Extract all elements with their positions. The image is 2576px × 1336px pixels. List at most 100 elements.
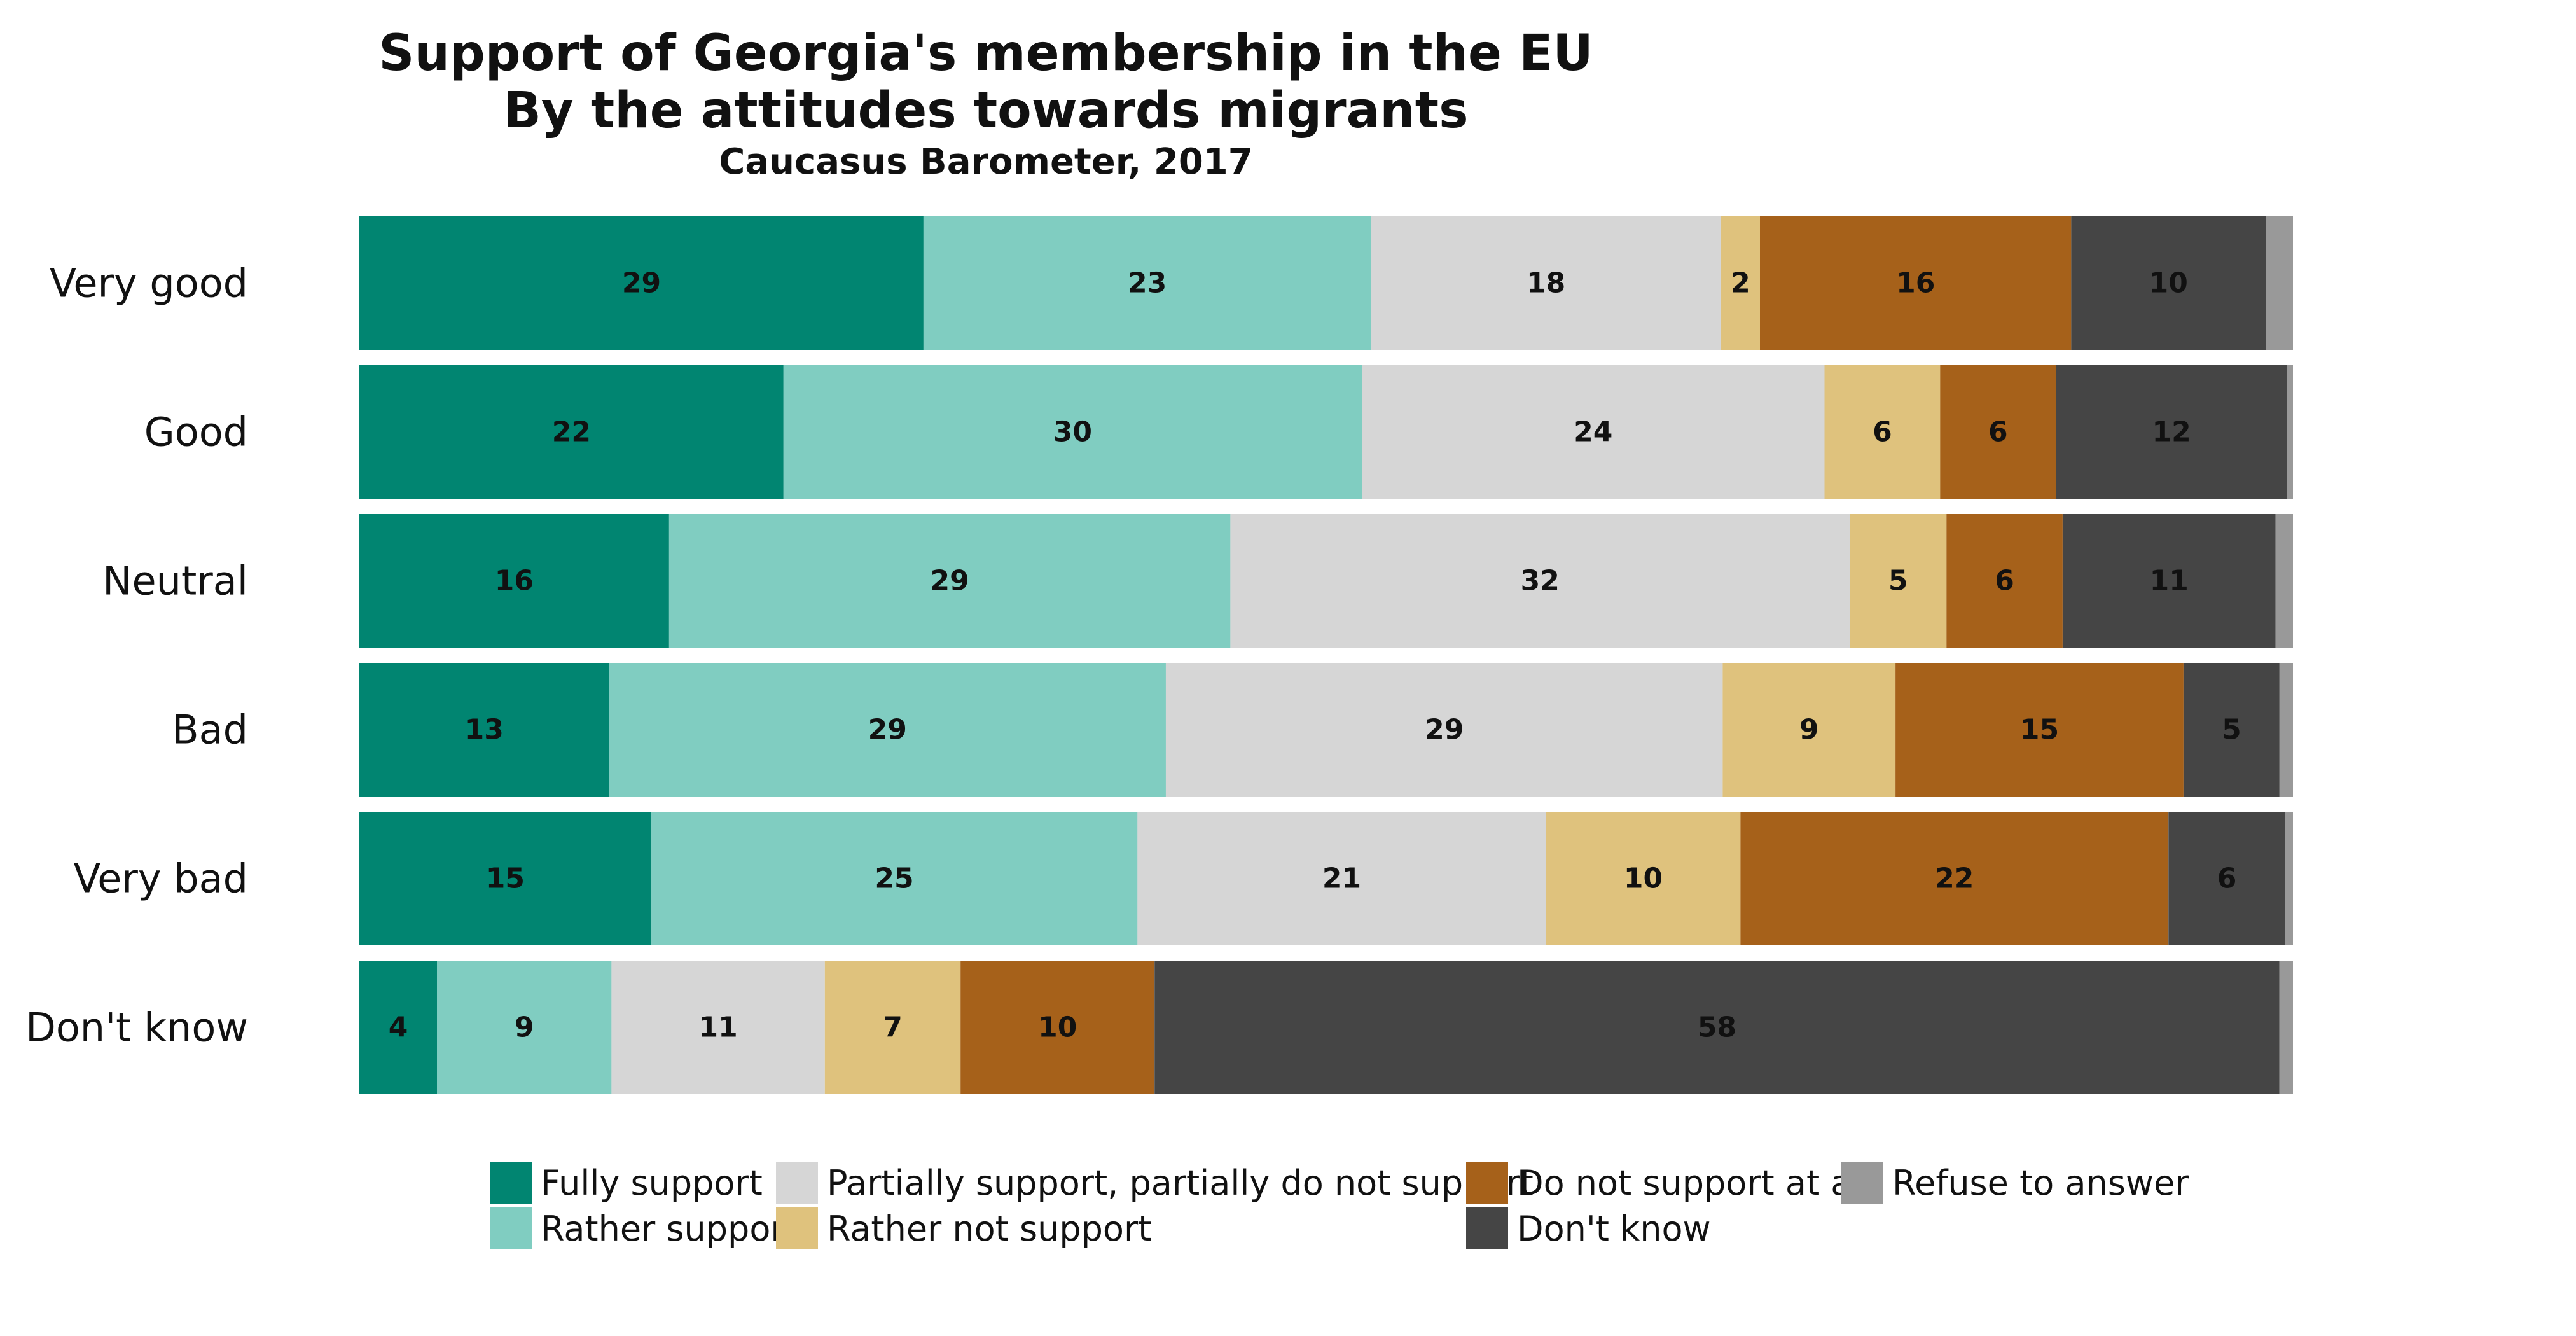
category-label-very-good: Very good [50,260,248,307]
bar-segment-bad-rather-not-support [1722,663,1896,797]
legend-swatch-rather-not-support [776,1207,818,1249]
value-label-bad-do-not-support-at-all: 15 [2020,714,2059,746]
chart-subtitle: By the attitudes towards migrants [503,82,1469,139]
bar-segment-don-t-know-do-not-support-at-all [960,961,1155,1094]
category-label-bad: Bad [172,707,248,753]
value-label-neutral-partially-support-partially-do-not-support: 32 [1521,565,1560,597]
value-label-good-fully-support: 22 [552,416,591,449]
legend-swatch-rather-support [490,1207,532,1249]
bar-segment-very-good-don-t-know [2071,216,2266,350]
legend-label-partially-support: Partially support, partially do not supp… [827,1162,1534,1203]
value-label-bad-rather-not-support: 9 [1799,714,1819,746]
legend-label-rather-support: Rather support [541,1208,798,1249]
bar-segment-neutral-rather-not-support [1850,514,1947,648]
chart-title: Support of Georgia's membership in the E… [378,25,1593,82]
bar-segment-bad-don-t-know [2183,663,2280,797]
value-label-neutral-fully-support: 16 [495,565,534,597]
category-label-don-t-know: Don't know [25,1005,248,1051]
value-label-don-t-know-rather-support: 9 [515,1012,534,1044]
chart-source: Caucasus Barometer, 2017 [719,141,1253,183]
bar-segment-very-good-do-not-support-at-all [1760,216,2072,350]
bar-segment-don-t-know-refuse-to-answer [2279,961,2293,1094]
value-label-very-good-rather-not-support: 2 [1731,267,1750,300]
bar-segment-neutral-partially-support-partially-do-not-support [1230,514,1850,648]
bar-segment-good-do-not-support-at-all [1940,365,2056,499]
value-label-very-bad-do-not-support-at-all: 22 [1935,863,1974,895]
value-label-very-bad-fully-support: 15 [486,863,525,895]
bar-segment-bad-refuse-to-answer [2279,663,2293,797]
legend-label-rather-not-support: Rather not support [827,1208,1152,1249]
value-label-good-rather-not-support: 6 [1873,416,1892,449]
bar-segment-very-good-rather-not-support [1721,216,1760,350]
bar-segment-neutral-refuse-to-answer [2275,514,2293,648]
value-label-don-t-know-rather-not-support: 7 [883,1012,903,1044]
bar-segment-very-good-partially-support-partially-do-not-support [1371,216,1721,350]
legend-label-do-not-support: Do not support at all [1517,1162,1871,1203]
legend-item-rather-support: Rather support [490,1207,798,1250]
chart-legend: Fully support Rather support Partially s… [490,1161,2398,1263]
category-label-neutral: Neutral [102,558,248,604]
value-label-bad-don-t-know: 5 [2222,714,2241,746]
bar-segment-bad-rather-support [609,663,1166,797]
legend-swatch-refuse-to-answer [1841,1162,1883,1204]
value-label-good-partially-support-partially-do-not-support: 24 [1574,416,1612,449]
value-label-very-good-don-t-know: 10 [2149,267,2188,300]
legend-label-dont-know: Don't know [1517,1208,1711,1249]
bar-segment-good-rather-support [783,365,1362,499]
value-label-very-good-do-not-support-at-all: 16 [1896,267,1935,300]
value-label-very-bad-rather-not-support: 10 [1624,863,1663,895]
bar-segment-very-bad-rather-not-support [1546,812,1741,945]
legend-swatch-partially-support [776,1162,818,1204]
value-label-don-t-know-partially-support-partially-do-not-support: 11 [698,1012,737,1044]
bar-segment-very-bad-partially-support-partially-do-not-support [1137,812,1546,945]
value-label-very-good-fully-support: 29 [622,267,661,300]
bar-segment-good-refuse-to-answer [2287,365,2293,499]
value-label-good-rather-support: 30 [1053,416,1092,449]
value-label-very-bad-partially-support-partially-do-not-support: 21 [1322,863,1361,895]
bar-segment-very-bad-don-t-know [2168,812,2285,945]
legend-item-partially-support: Partially support, partially do not supp… [776,1161,1534,1204]
legend-item-refuse-to-answer: Refuse to answer [1841,1161,2189,1204]
value-label-very-good-rather-support: 23 [1128,267,1167,300]
value-label-neutral-rather-support: 29 [930,565,969,597]
value-label-don-t-know-fully-support: 4 [389,1012,408,1044]
bar-segment-neutral-rather-support [668,514,1231,648]
legend-label-fully-support: Fully support [541,1162,763,1203]
bar-segment-good-partially-support-partially-do-not-support [1362,365,1825,499]
bar-segment-good-rather-not-support [1824,365,1941,499]
legend-swatch-do-not-support [1466,1162,1508,1204]
value-label-good-don-t-know: 12 [2152,416,2191,449]
bar-segment-good-don-t-know [2056,365,2287,499]
legend-item-rather-not-support: Rather not support [776,1207,1151,1250]
legend-label-refuse-to-answer: Refuse to answer [1892,1162,2189,1203]
bar-segment-don-t-know-rather-not-support [824,961,961,1094]
value-label-bad-partially-support-partially-do-not-support: 29 [1425,714,1464,746]
value-label-bad-fully-support: 13 [465,714,504,746]
bar-segment-very-bad-rather-support [651,812,1138,945]
legend-item-dont-know: Don't know [1466,1207,1711,1250]
bar-segment-bad-partially-support-partially-do-not-support [1165,663,1723,797]
legend-swatch-dont-know [1466,1207,1508,1249]
category-label-very-bad: Very bad [74,856,248,902]
bar-segment-good-fully-support [359,365,784,499]
bar-segment-don-t-know-rather-support [437,961,612,1094]
bar-segment-neutral-do-not-support-at-all [1946,514,2063,648]
bar-segment-very-bad-fully-support [359,812,651,945]
category-label-good: Good [144,409,248,456]
legend-item-fully-support: Fully support [490,1161,763,1204]
bar-segment-don-t-know-don-t-know [1154,961,2280,1094]
value-label-neutral-do-not-support-at-all: 6 [1995,565,2014,597]
bar-segment-very-good-fully-support [359,216,924,350]
bar-segment-very-bad-do-not-support-at-all [1740,812,2169,945]
bar-segment-very-bad-refuse-to-answer [2285,812,2293,945]
bar-segment-bad-do-not-support-at-all [1895,663,2184,797]
value-label-very-bad-rather-support: 25 [875,863,913,895]
legend-item-do-not-support: Do not support at all [1466,1161,1871,1204]
stacked-bar-chart: Very good 29 23 18 2 16 10 Good 22 30 24 6 6 12 Neutra… [25,216,2293,1094]
bar-segment-neutral-don-t-know [2062,514,2276,648]
bar-segment-neutral-fully-support [359,514,669,648]
value-label-neutral-rather-not-support: 5 [1888,565,1908,597]
value-label-very-good-partially-support-partially-do-not-support: 18 [1527,267,1565,300]
bar-segment-don-t-know-partially-support-partially-do-not-support [611,961,825,1094]
value-label-bad-rather-support: 29 [868,714,907,746]
